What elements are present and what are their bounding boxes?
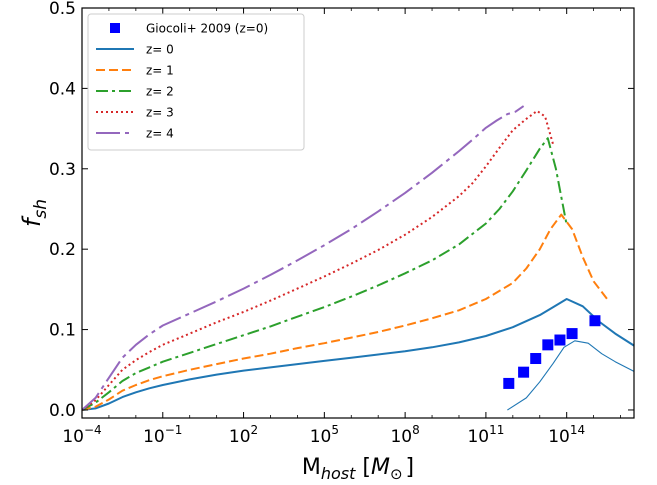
x-axis-label-unit-open: [ [355, 455, 371, 480]
scatter-point [518, 366, 530, 378]
legend-label: z= 1 [146, 64, 174, 78]
axis-ticks: 10−4 10−1 102 105 108 1011 10140.00.10.20.30.4… [49, 0, 634, 447]
x-tick-label: 105 [310, 423, 339, 447]
legend: Giocoli+ 2009 (z=0) z= 0 z= 1 z= 2 z= 3 z= 4 [87, 13, 305, 151]
x-axis-label-sub: host [321, 464, 356, 483]
x-tick-base: 10 [390, 427, 412, 447]
x-axis-label-unit-close: ] [406, 455, 415, 480]
x-tick-label: 108 [390, 423, 419, 447]
x-axis-label-base: M [302, 455, 321, 480]
y-axis-label-sub: sh [31, 199, 51, 219]
y-tick-label: 0.0 [49, 401, 76, 421]
x-axis-label-unit-sub: ⊙ [390, 465, 403, 483]
series-line-z0 [82, 298, 634, 411]
y-tick-label: 0.3 [49, 160, 76, 180]
x-tick-exp: 5 [331, 423, 339, 437]
x-tick-base: 10 [62, 427, 84, 447]
x-axis-label-unit: M [371, 455, 390, 480]
x-tick-exp: 8 [412, 423, 420, 437]
y-tick-label: 0.5 [49, 0, 76, 19]
y-tick-label: 0.2 [49, 240, 76, 260]
scatter-point [503, 377, 515, 389]
scatter-point [566, 328, 578, 340]
series-line-z1 [82, 213, 608, 411]
x-tick-label: 10−1 [143, 423, 182, 447]
plot-layer [82, 105, 634, 411]
scatter-point [554, 334, 566, 346]
legend-label: z= 4 [146, 127, 174, 141]
legend-label: Giocoli+ 2009 (z=0) [146, 22, 268, 36]
legend-label: z= 3 [146, 106, 174, 120]
x-tick-label: 102 [229, 423, 258, 447]
x-tick-exp: −1 [165, 423, 183, 437]
x-tick-base: 10 [143, 427, 165, 447]
x-tick-exp: 11 [489, 423, 504, 437]
x-axis-label: Mhost [M⊙] [302, 455, 414, 483]
x-tick-base: 10 [467, 427, 489, 447]
x-tick-label: 1014 [548, 423, 585, 447]
legend-marker-square [110, 23, 120, 33]
y-tick-label: 0.1 [49, 321, 76, 341]
axis-labels: Mhost [M⊙]fsh [18, 199, 414, 483]
legend-label: z= 2 [146, 85, 174, 99]
x-tick-exp: −4 [84, 423, 102, 437]
y-tick-label: 0.4 [49, 79, 76, 99]
series-line-z0-lower [507, 340, 634, 411]
plot-frame [81, 7, 635, 419]
scatter-point [530, 353, 542, 365]
series-line-z4 [82, 105, 525, 411]
x-tick-label: 10−4 [62, 423, 101, 447]
y-axis-label: fsh [18, 199, 51, 227]
x-tick-base: 10 [310, 427, 332, 447]
x-tick-label: 1011 [467, 423, 504, 447]
x-tick-exp: 14 [570, 423, 585, 437]
x-tick-exp: 2 [251, 423, 259, 437]
x-tick-base: 10 [229, 427, 251, 447]
scatter-point [542, 339, 554, 351]
scatter-point [589, 315, 601, 327]
legend-label: z= 0 [146, 43, 174, 57]
series-line-z2 [82, 137, 568, 411]
legend-box [87, 13, 305, 151]
series-line-z3 [82, 109, 555, 411]
x-tick-base: 10 [548, 427, 570, 447]
